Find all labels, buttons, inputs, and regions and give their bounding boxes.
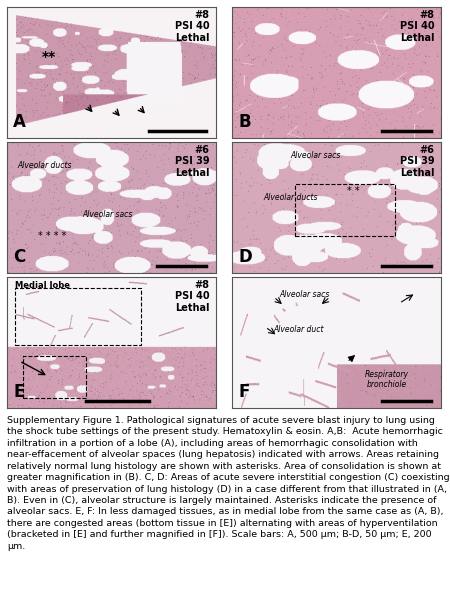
Text: F: F <box>238 383 249 401</box>
Bar <box>294 184 395 236</box>
Text: Alveolar ducts: Alveolar ducts <box>263 193 318 202</box>
Text: Supplementary Figure 1. Pathological signatures of acute severe blast injury to : Supplementary Figure 1. Pathological sig… <box>7 416 450 551</box>
Text: A: A <box>13 113 26 131</box>
Text: Alveolar duct: Alveolar duct <box>274 325 324 334</box>
Text: #6
PSI 39
Lethal: #6 PSI 39 Lethal <box>175 145 210 178</box>
Text: Alveolar sacs: Alveolar sacs <box>290 151 341 160</box>
Text: **: ** <box>41 50 56 64</box>
Text: Alveolar sacs: Alveolar sacs <box>82 209 132 218</box>
Text: B: B <box>238 113 251 131</box>
Text: Alveolar sacs: Alveolar sacs <box>280 290 330 299</box>
Text: #8
PSI 40
Lethal: #8 PSI 40 Lethal <box>400 10 435 43</box>
Bar <box>23 356 86 398</box>
Text: #8
PSI 40
Lethal: #8 PSI 40 Lethal <box>175 10 210 43</box>
Text: C: C <box>13 248 25 266</box>
Bar <box>15 287 141 345</box>
Text: #6
PSI 39
Lethal: #6 PSI 39 Lethal <box>400 145 435 178</box>
Text: * * * *: * * * * <box>38 232 67 241</box>
Text: D: D <box>238 248 252 266</box>
Text: E: E <box>13 383 24 401</box>
Text: Alveolar ducts: Alveolar ducts <box>17 161 72 170</box>
Text: Respiratory
bronchiole: Respiratory bronchiole <box>364 370 409 389</box>
Text: * *: * * <box>347 185 360 196</box>
Text: #8
PSI 40
Lethal: #8 PSI 40 Lethal <box>175 280 210 313</box>
Text: Medial lobe: Medial lobe <box>15 281 70 290</box>
